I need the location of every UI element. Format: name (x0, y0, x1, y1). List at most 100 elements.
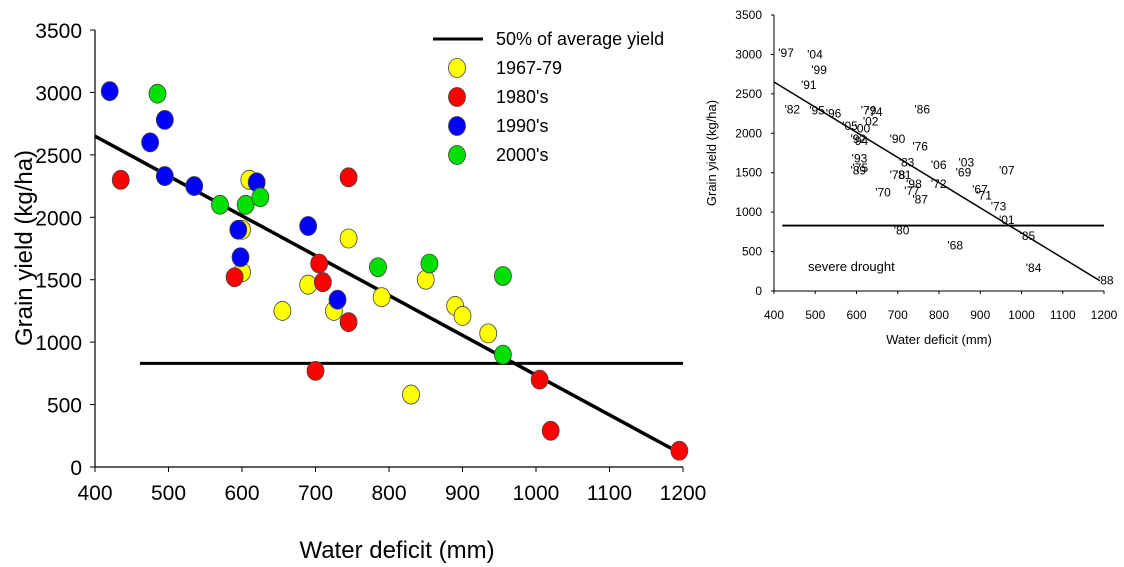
small-y-axis-title: Grain yield (kg/ha) (704, 100, 719, 206)
data-point (339, 228, 358, 249)
small-y-tick-label: 0 (755, 284, 762, 298)
year-label: '00 (855, 122, 871, 136)
big-y-tick-label: 1000 (35, 332, 82, 355)
year-label: '80 (894, 223, 910, 237)
big-x-tick-label: 1200 (660, 482, 707, 505)
small-y-tick-label: 500 (742, 245, 762, 259)
data-point (236, 194, 255, 215)
main-scatter-chart: 400 500 600 700 800 900 1000 1100 1200 0 500 1000 1… (11, 20, 706, 564)
data-point (225, 267, 244, 288)
big-y-tick-label: 0 (70, 457, 82, 480)
year-label: '99 (811, 63, 827, 77)
big-x-axis-title: Water deficit (mm) (299, 537, 494, 564)
data-point (299, 216, 318, 236)
year-label: '78 (890, 168, 906, 182)
data-point (306, 360, 325, 381)
year-label: '69 (956, 166, 972, 180)
small-x-tick-label: 1000 (1008, 308, 1035, 322)
year-label: '83 (899, 155, 915, 169)
year-label: '04 (807, 47, 823, 61)
big-x-tick-label: 400 (77, 482, 112, 505)
data-point (453, 306, 472, 326)
year-label: '07 (999, 163, 1015, 177)
legend-marker (448, 116, 466, 136)
small-y-tick-label: 3000 (735, 47, 762, 61)
big-x-tick-label: 1100 (587, 482, 632, 505)
small-x-tick-label: 400 (764, 308, 784, 322)
year-label: '73 (991, 200, 1007, 214)
small-x-tick-label: 700 (888, 308, 908, 322)
data-point (155, 166, 174, 186)
year-label: '94 (853, 134, 869, 148)
small-y-tick-label: 1000 (735, 205, 762, 219)
data-point (100, 81, 119, 102)
small-x-tick-label: 500 (805, 308, 825, 322)
data-point (155, 109, 174, 130)
data-point (402, 384, 420, 405)
year-label: '88 (1098, 274, 1114, 288)
data-point (420, 253, 439, 274)
big-y-tick-label: 3000 (35, 82, 82, 105)
legend-label: 1980's (496, 87, 548, 107)
data-point (148, 83, 167, 104)
data-point (494, 344, 512, 365)
big-y-tick-label: 2500 (35, 145, 82, 168)
data-point (251, 187, 270, 208)
year-label: '85 (1020, 229, 1036, 243)
year-label: '72 (931, 177, 947, 191)
year-label: '79 (861, 103, 877, 117)
big-y-tick-label: 3500 (35, 20, 82, 43)
year-label: '90 (890, 132, 906, 146)
data-point (313, 272, 332, 293)
big-y-tick-label: 2000 (35, 207, 82, 230)
big-legend: 50% of average yield 1967-79 1980's 1990's… (433, 29, 664, 165)
year-label: '01 (999, 213, 1015, 227)
small-x-tick-label: 900 (970, 308, 990, 322)
year-label: '06 (931, 158, 947, 172)
severe-drought-annotation: severe drought (808, 259, 895, 274)
year-label: '77 (904, 184, 920, 198)
data-point (273, 301, 292, 321)
data-point (670, 440, 689, 461)
year-label: '76 (912, 140, 928, 154)
year-label: '03 (959, 155, 975, 169)
data-point (231, 247, 250, 268)
small-x-tick-label: 800 (929, 308, 949, 322)
year-label: '81 (896, 168, 912, 182)
year-label: '70 (875, 185, 891, 199)
year-label: '84 (1026, 261, 1042, 275)
year-label: '91 (801, 78, 817, 92)
legend-label: 2000's (496, 145, 548, 165)
small-x-tick-label: 1200 (1091, 308, 1118, 322)
year-label: '97 (778, 46, 794, 60)
legend-marker (448, 145, 466, 165)
data-point (339, 167, 358, 188)
big-x-tick-label: 700 (298, 482, 333, 505)
small-y-tick-label: 3500 (735, 8, 762, 22)
data-point (494, 266, 512, 286)
year-label: '95 (809, 103, 825, 117)
legend-label: 1990's (496, 116, 548, 136)
small-x-tick-label: 1100 (1050, 308, 1076, 322)
small-x-tick-label: 600 (846, 308, 866, 322)
small-y-tick-label: 2000 (735, 126, 762, 140)
year-label: '87 (912, 193, 928, 207)
year-label: '75 (853, 161, 869, 175)
data-point (211, 194, 229, 215)
small-lines (773, 81, 1104, 282)
data-point (541, 420, 560, 441)
big-x-tick-label: 600 (224, 482, 259, 505)
big-y-axis-title: Grain yield (kg/ha) (11, 150, 38, 346)
legend-reference-line-label: 50% of average yield (496, 29, 664, 49)
legend-marker (448, 87, 466, 107)
data-point (372, 287, 391, 308)
big-y-ticks: 0 500 1000 1500 2000 2500 3000 3500 (35, 20, 95, 480)
year-label: '89 (850, 163, 866, 177)
year-label: '74 (867, 105, 883, 119)
year-label: '71 (976, 189, 992, 203)
year-label: '92 (850, 132, 866, 146)
data-point (229, 219, 248, 240)
year-label: '05 (842, 119, 858, 133)
big-points (100, 81, 689, 461)
